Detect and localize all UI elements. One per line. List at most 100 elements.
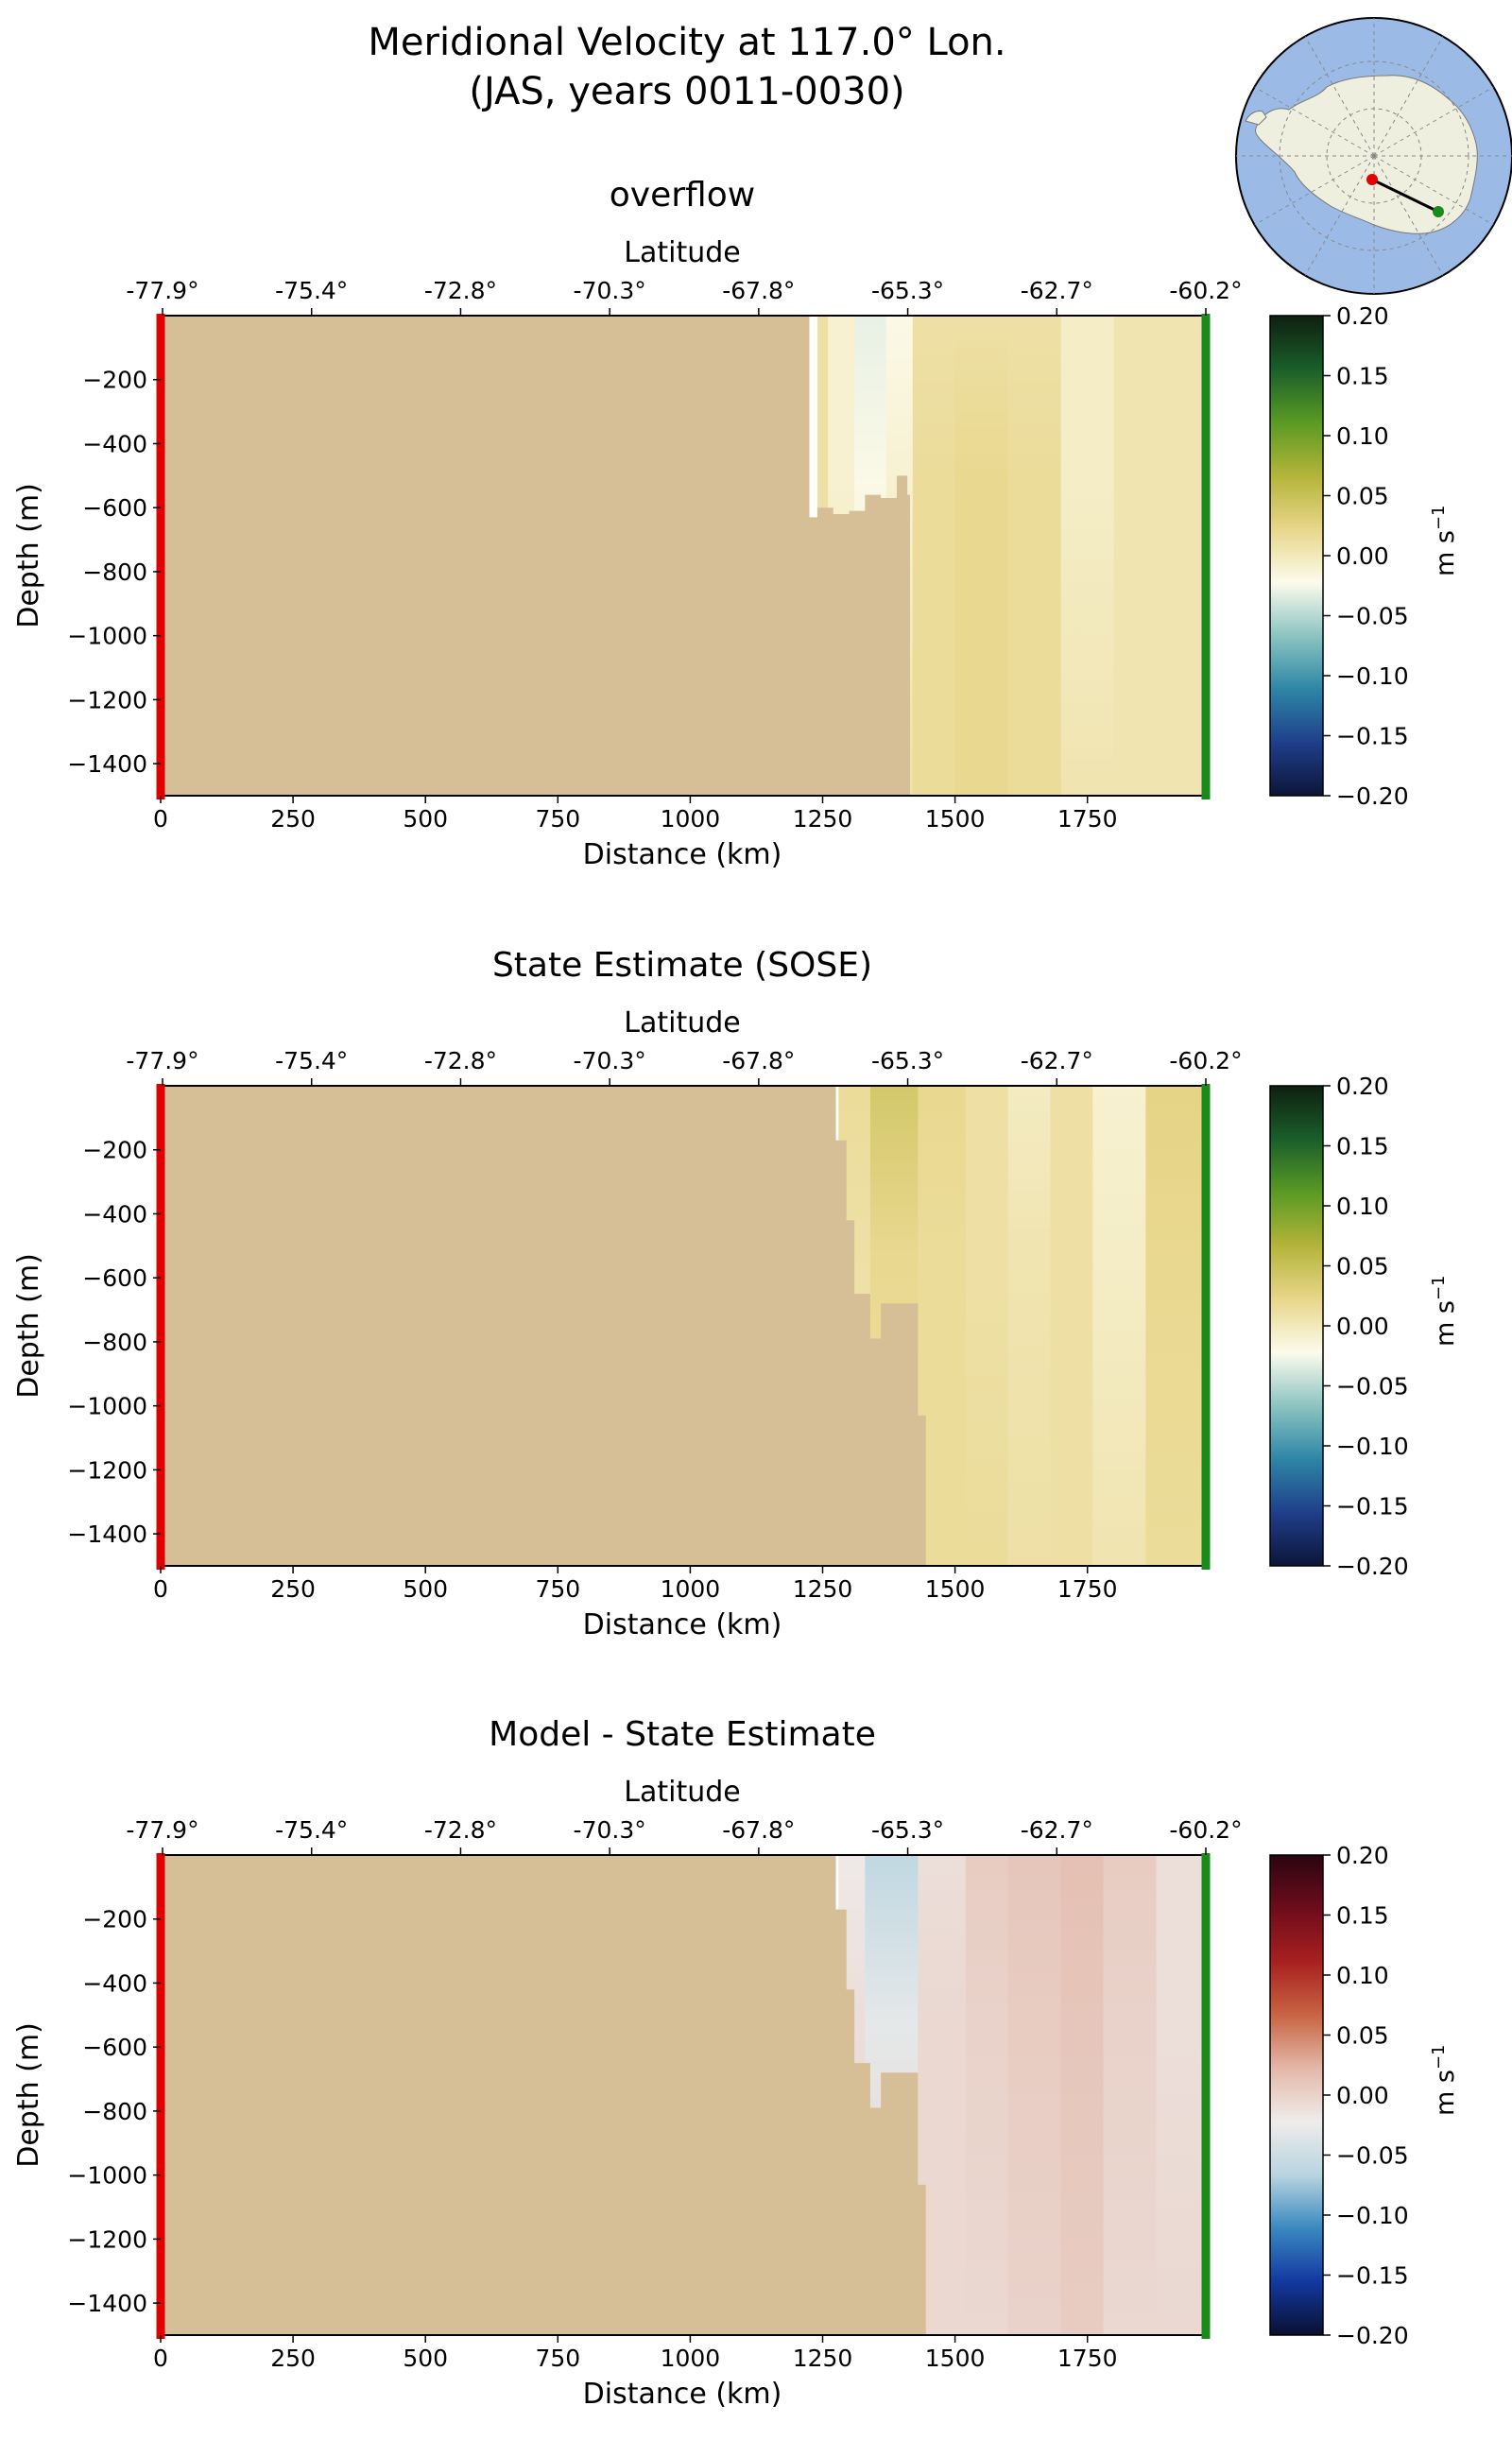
colorbar-label: m s−1 — [1429, 506, 1460, 577]
colorbar-label-units: m s — [1431, 530, 1460, 576]
x-tick-label: 1000 — [661, 1575, 721, 1603]
x-tick-label: 750 — [535, 1575, 580, 1603]
lat-tick-label: -67.8° — [722, 1047, 795, 1074]
x-tick-label: 750 — [535, 2345, 580, 2372]
y-tick-label: −1200 — [67, 1456, 147, 1484]
panel-title: State Estimate (SOSE) — [492, 946, 872, 985]
lat-tick-label: -65.3° — [871, 277, 944, 304]
colorbar-tick-label: 0.00 — [1336, 2082, 1389, 2109]
bathymetry — [161, 1086, 926, 1566]
y-tick-label: −1200 — [67, 686, 147, 713]
panel-overflow: overflow Latitude 0 250 500 750 1000 1250 1500 17… — [12, 176, 1460, 871]
velocity-column — [918, 1855, 967, 2335]
colorbar-label: m s−1 — [1429, 2045, 1460, 2117]
y-tick-label: −600 — [82, 2034, 147, 2061]
lat-tick-label: -72.8° — [424, 1816, 497, 1844]
colorbar-tick-label: −0.10 — [1336, 662, 1409, 690]
lat-tick-label: -60.2° — [1169, 1816, 1242, 1844]
x-tick-label: 500 — [403, 805, 448, 833]
colorbar-tick-label: 0.20 — [1336, 1842, 1389, 1869]
colorbar — [1269, 1085, 1324, 1567]
lat-tick-label: -70.3° — [574, 1816, 646, 1844]
meridian-line — [1254, 155, 1375, 226]
velocity-column — [1145, 1086, 1204, 1566]
meridian-line — [1373, 155, 1444, 276]
colorbar-tick-label: 0.05 — [1336, 1253, 1389, 1280]
y-axis-label: Depth (m) — [12, 2022, 45, 2168]
lat-tick-label: -65.3° — [871, 1047, 944, 1074]
antarctica-landmass — [1255, 75, 1478, 234]
colorbar-tick-label: −0.15 — [1336, 2262, 1409, 2290]
y-tick-label: −600 — [82, 494, 147, 522]
lat-tick-label: -67.8° — [722, 277, 795, 304]
colorbar-tick-label: 0.05 — [1336, 2022, 1389, 2050]
lat-tick-label: -72.8° — [424, 277, 497, 304]
colorbar — [1269, 315, 1324, 797]
y-axis-label: Depth (m) — [12, 483, 45, 628]
velocity-column — [1050, 1086, 1093, 1566]
x-tick-label: 0 — [153, 805, 168, 833]
y-tick-label: −200 — [82, 367, 147, 394]
y-tick-label: −1000 — [67, 1393, 147, 1420]
x-tick-label: 1750 — [1057, 805, 1118, 833]
meridian-line — [1304, 36, 1375, 157]
y-tick-label: −1400 — [67, 750, 147, 778]
colorbar-label: m s−1 — [1429, 1276, 1460, 1348]
graticule — [1236, 18, 1512, 294]
colorbar-tick-label: 0.20 — [1336, 1073, 1389, 1100]
y-tick-label: −800 — [82, 558, 147, 586]
lat-tick-label: -75.4° — [275, 1816, 348, 1844]
colorbar-label-exponent: −1 — [1429, 506, 1449, 531]
colorbar-tick-label: −0.05 — [1336, 603, 1409, 630]
colorbar-label-units: m s — [1431, 1300, 1460, 1347]
meridian-line — [1304, 155, 1375, 276]
velocity-column — [1007, 316, 1062, 796]
latitude-axis-label: Latitude — [624, 236, 740, 269]
meridian-line — [1373, 36, 1444, 157]
y-tick-label: −1000 — [67, 2162, 147, 2190]
y-tick-label: −1400 — [67, 1521, 147, 1548]
x-tick-label: 250 — [270, 805, 316, 833]
x-tick-label: 750 — [535, 805, 580, 833]
figure-title-line2: (JAS, years 0011-0030) — [469, 70, 904, 113]
velocity-column — [1113, 316, 1204, 796]
colorbar-tick-label: 0.15 — [1336, 1902, 1389, 1930]
velocity-column — [1060, 316, 1115, 796]
colorbar-tick-label: −0.10 — [1336, 1433, 1409, 1460]
velocity-column — [965, 1855, 1009, 2335]
x-axis-label: Distance (km) — [583, 838, 782, 871]
colorbar-tick-label: −0.10 — [1336, 2202, 1409, 2229]
plot-area — [161, 1086, 1204, 1566]
plot-area — [161, 1855, 1204, 2335]
velocity-column — [1060, 1855, 1105, 2335]
x-tick-label: 250 — [270, 2345, 316, 2372]
lat-tick-label: -77.9° — [126, 1047, 198, 1074]
y-tick-label: −400 — [82, 430, 147, 457]
colorbar-tick-label: 0.00 — [1336, 1313, 1389, 1340]
x-tick-label: 1500 — [925, 2345, 986, 2372]
lat-tick-label: -75.4° — [275, 1047, 348, 1074]
x-tick-label: 0 — [153, 2345, 168, 2372]
panel-title: Model - State Estimate — [489, 1715, 876, 1754]
x-tick-label: 250 — [270, 1575, 316, 1603]
latitude-axis-label: Latitude — [624, 1006, 740, 1040]
colorbar-tick-label: 0.20 — [1336, 302, 1389, 330]
y-axis-label: Depth (m) — [12, 1253, 45, 1399]
colorbar-tick-label: −0.20 — [1336, 2322, 1409, 2349]
lat-tick-label: -60.2° — [1169, 277, 1242, 304]
x-tick-label: 1750 — [1057, 1575, 1118, 1603]
colorbar-tick-label: 0.05 — [1336, 483, 1389, 510]
y-tick-label: −1400 — [67, 2290, 147, 2317]
colorbar-tick-label: −0.20 — [1336, 1553, 1409, 1580]
velocity-column — [965, 1086, 1009, 1566]
colorbar — [1269, 1854, 1324, 2336]
latitude-axis-label: Latitude — [624, 1776, 740, 1809]
colorbar-tick-label: 0.15 — [1336, 1133, 1389, 1160]
colorbar-label-exponent: −1 — [1429, 1276, 1449, 1301]
x-tick-label: 1500 — [925, 1575, 986, 1603]
lat-tick-label: -67.8° — [722, 1816, 795, 1844]
y-tick-label: −1200 — [67, 2225, 147, 2253]
y-tick-label: −1000 — [67, 623, 147, 650]
colorbar-tick-label: −0.15 — [1336, 1493, 1409, 1521]
panel-state-estimate: State Estimate (SOSE) Latitude 0 250 500 750 1… — [12, 946, 1460, 1641]
